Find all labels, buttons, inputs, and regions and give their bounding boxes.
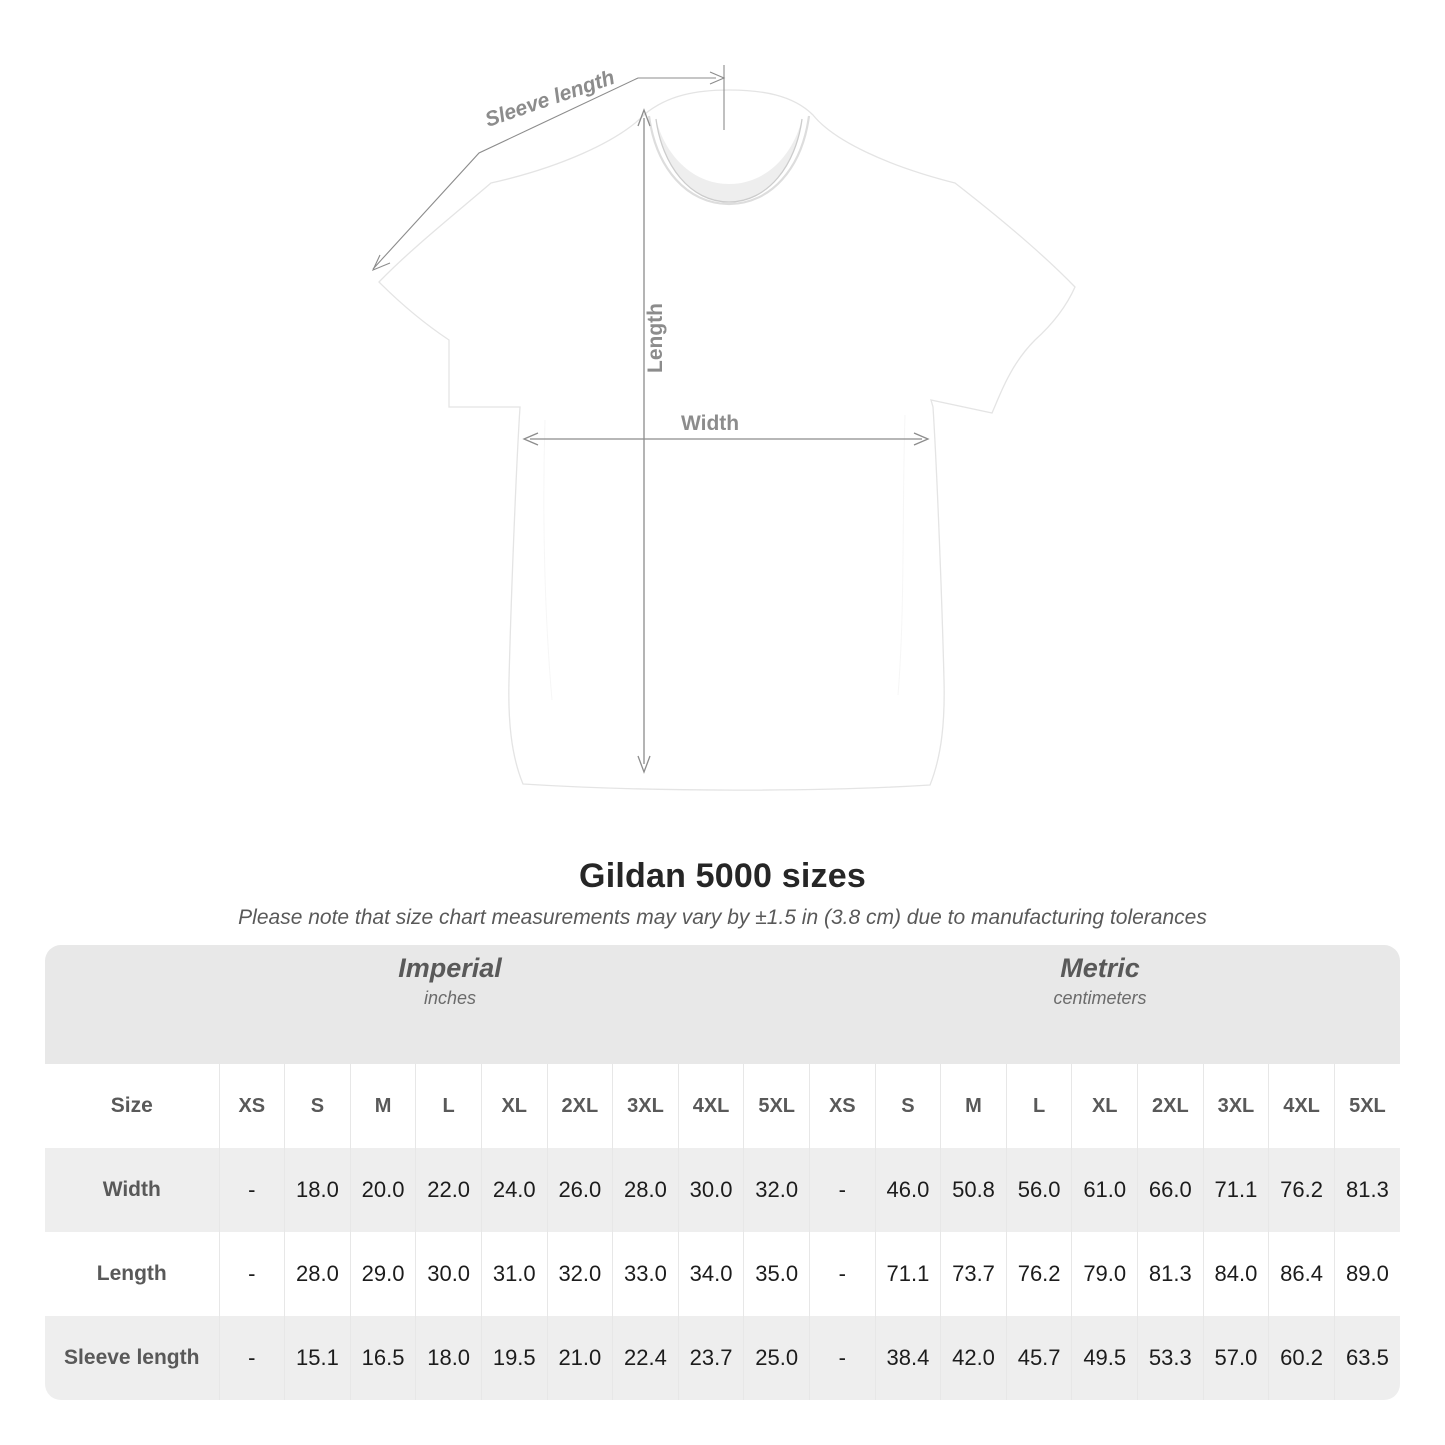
- svg-text:Width: Width: [681, 412, 739, 435]
- svg-text:Sleeve length: Sleeve length: [482, 66, 618, 132]
- svg-text:Length: Length: [644, 303, 667, 373]
